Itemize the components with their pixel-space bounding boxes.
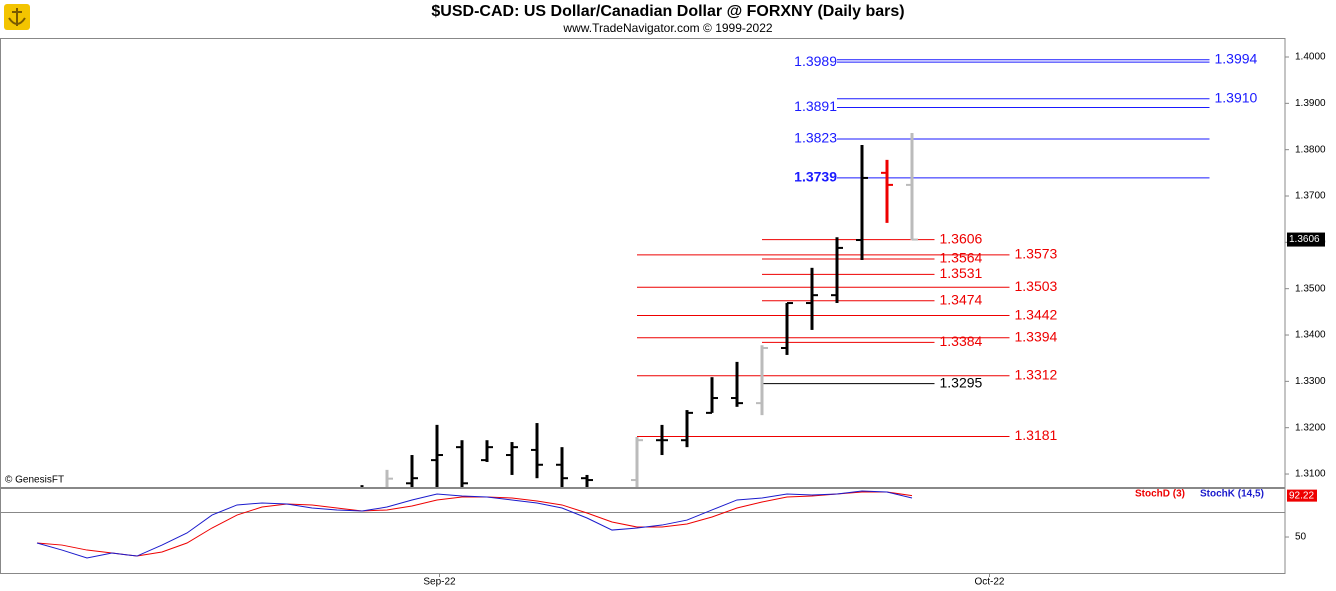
y-tick-label: 1.3400 bbox=[1295, 330, 1326, 341]
y-tick-label: 50 bbox=[1295, 532, 1307, 543]
y-tick-label: 1.3800 bbox=[1295, 144, 1326, 155]
level-label: 1.3739 bbox=[794, 169, 837, 185]
legend-entry: StochK (14,5) bbox=[1200, 489, 1264, 500]
chart-title: $USD-CAD: US Dollar/Canadian Dollar @ FO… bbox=[431, 3, 904, 20]
level-label: 1.3181 bbox=[1015, 427, 1058, 443]
source: © GenesisFT bbox=[5, 475, 64, 486]
y-tick-label: 1.3500 bbox=[1295, 283, 1326, 294]
level-label: 1.3823 bbox=[794, 130, 837, 146]
price-plot: 1.3994 1.3989 1.3910 1.3891 1.3823 1.3739 1.36… bbox=[360, 50, 1258, 487]
chart-subtitle: www.TradeNavigator.com © 1999-2022 bbox=[562, 21, 772, 35]
level-label: 1.3989 bbox=[794, 53, 837, 69]
stoch-plot bbox=[36, 490, 913, 559]
x-tick-label: Sep-22 bbox=[423, 577, 456, 588]
level-label: 1.3573 bbox=[1015, 246, 1058, 262]
legend-entry: StochD (3) bbox=[1135, 489, 1185, 500]
main-panel bbox=[0, 38, 1286, 488]
logo bbox=[4, 4, 30, 30]
level-label: 1.3384 bbox=[940, 333, 983, 349]
last-price-label: 1.3606 bbox=[1289, 234, 1320, 245]
axes: 1.31001.32001.33001.34001.35001.36001.37… bbox=[423, 52, 1326, 588]
y-tick-label: 1.3300 bbox=[1295, 376, 1326, 387]
level-label: 1.3606 bbox=[940, 230, 983, 246]
level-label: 1.3442 bbox=[1015, 306, 1058, 322]
last-price-box bbox=[1287, 232, 1325, 247]
last-value-label: 92.22 bbox=[1289, 490, 1314, 501]
y-tick-label: 1.3200 bbox=[1295, 422, 1326, 433]
level-label: 1.3910 bbox=[1215, 89, 1258, 105]
level-label: 1.3891 bbox=[794, 98, 837, 114]
level-label: 1.3312 bbox=[1015, 366, 1058, 382]
stoch-panel bbox=[0, 488, 1286, 574]
stoch-line bbox=[36, 490, 913, 559]
level-label: 1.3564 bbox=[940, 250, 983, 266]
y-tick-label: 1.3100 bbox=[1295, 469, 1326, 480]
level-label: 1.3474 bbox=[940, 291, 983, 307]
level-label: 1.3295 bbox=[940, 374, 983, 390]
last-value-box bbox=[1287, 489, 1317, 502]
level-label: 1.3531 bbox=[940, 265, 983, 281]
level-label: 1.3503 bbox=[1015, 278, 1058, 294]
level-label: 1.3994 bbox=[1215, 50, 1258, 66]
y-tick-label: 1.3900 bbox=[1295, 98, 1326, 109]
x-tick-label: Oct-22 bbox=[974, 577, 1004, 588]
y-tick-label: 1.3700 bbox=[1295, 191, 1326, 202]
level-label: 1.3394 bbox=[1015, 328, 1058, 344]
y-tick-label: 1.4000 bbox=[1295, 52, 1326, 63]
